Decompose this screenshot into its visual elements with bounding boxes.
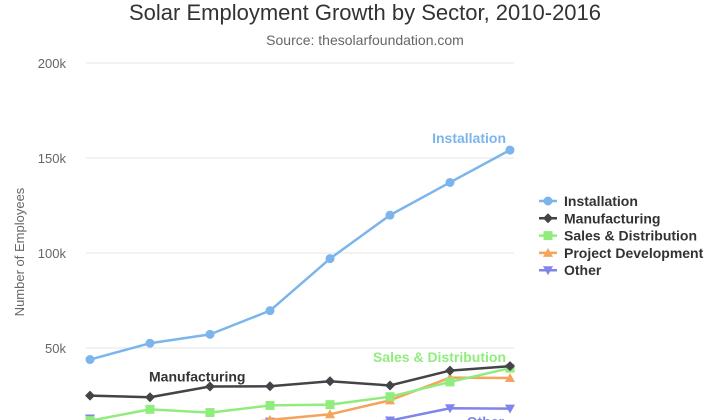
- data-point-manufacturing-2017: [505, 361, 515, 372]
- series-project-development[interactable]: [205, 372, 515, 420]
- legend-marker-installation: [543, 196, 553, 206]
- legend-label-sales-distribution: Sales & Distribution: [564, 228, 697, 244]
- series-line-sales-distribution: [89, 366, 511, 420]
- data-point-sales-distribution-2016: [445, 377, 455, 387]
- data-point-installation-2012: [205, 329, 215, 339]
- data-point-other-2015: [385, 416, 395, 420]
- data-point-project-development-2014: [325, 409, 335, 419]
- data-point-installation-2014: [325, 254, 335, 264]
- legend-marker-sales-distribution: [543, 231, 553, 241]
- legend-item-manufacturing[interactable]: Manufacturing: [539, 210, 660, 226]
- legend-label-other: Other: [564, 262, 602, 278]
- y-tick-label-50k: 50k: [45, 341, 66, 356]
- data-point-sales-distribution-2013: [265, 400, 275, 410]
- data-point-manufacturing-2015: [385, 380, 395, 391]
- data-point-manufacturing-2016: [445, 365, 455, 376]
- legend-item-installation[interactable]: Installation: [539, 193, 638, 209]
- chart-title: Solar Employment Growth by Sector, 2010-…: [129, 0, 601, 25]
- grid: 50k 100k 150k 200k: [38, 56, 514, 356]
- y-tick-label-100k: 100k: [38, 246, 67, 261]
- series-label-sales-distribution: Sales & Distribution: [373, 349, 506, 365]
- series-label-manufacturing: Manufacturing: [149, 368, 245, 384]
- data-point-installation-2010: [85, 355, 95, 365]
- legend-marker-manufacturing: [543, 213, 553, 224]
- legend-label-manufacturing: Manufacturing: [564, 210, 660, 226]
- data-point-manufacturing-2010: [85, 390, 95, 401]
- series-line-installation: [89, 148, 511, 361]
- legend-item-sales-distribution[interactable]: Sales & Distribution: [539, 228, 697, 244]
- data-point-other-2016: [445, 404, 455, 414]
- legend-item-project-development[interactable]: Project Development: [539, 245, 704, 261]
- legend-label-installation: Installation: [564, 193, 638, 209]
- series-line-project-development: [259, 376, 511, 420]
- series-layer: [85, 145, 515, 420]
- data-point-installation-2011: [145, 338, 155, 348]
- data-point-other-2017: [505, 404, 515, 414]
- data-point-sales-distribution-2011: [145, 404, 155, 414]
- data-point-sales-distribution-2010: [85, 416, 95, 420]
- y-tick-label-200k: 200k: [38, 56, 67, 71]
- legend-marker-project-development: [543, 247, 553, 257]
- data-point-installation-2015: [385, 210, 395, 220]
- legend-item-other[interactable]: Other: [539, 262, 602, 278]
- series-labels: Installation Manufacturing Sales & Distrib…: [149, 130, 506, 420]
- data-point-project-development-2013: [267, 414, 273, 420]
- data-point-sales-distribution-2014: [325, 400, 335, 410]
- series-label-installation: Installation: [432, 130, 506, 146]
- y-tick-label-150k: 150k: [38, 151, 67, 166]
- data-point-manufacturing-2014: [325, 376, 335, 387]
- data-point-installation-2013: [265, 306, 275, 316]
- data-point-installation-2016: [445, 177, 455, 187]
- data-point-manufacturing-2013: [265, 381, 275, 392]
- data-point-manufacturing-2011: [145, 392, 155, 403]
- series-manufacturing[interactable]: [85, 361, 515, 403]
- series-installation[interactable]: [85, 145, 515, 365]
- data-point-installation-2017: [505, 145, 515, 155]
- legend-marker-other: [543, 266, 553, 276]
- data-point-sales-distribution-2012: [205, 408, 215, 418]
- y-axis-title: Number of Employees: [12, 187, 27, 316]
- data-point-project-development-2017: [505, 372, 515, 382]
- data-point-manufacturing-2012: [205, 381, 215, 392]
- chart-subtitle: Source: thesolarfoundation.com: [266, 32, 464, 48]
- series-line-manufacturing: [89, 364, 511, 399]
- series-line-other: [89, 407, 511, 420]
- legend-label-project-development: Project Development: [564, 245, 704, 261]
- data-point-sales-distribution-2015: [385, 392, 395, 402]
- series-label-other: Other: [467, 414, 505, 420]
